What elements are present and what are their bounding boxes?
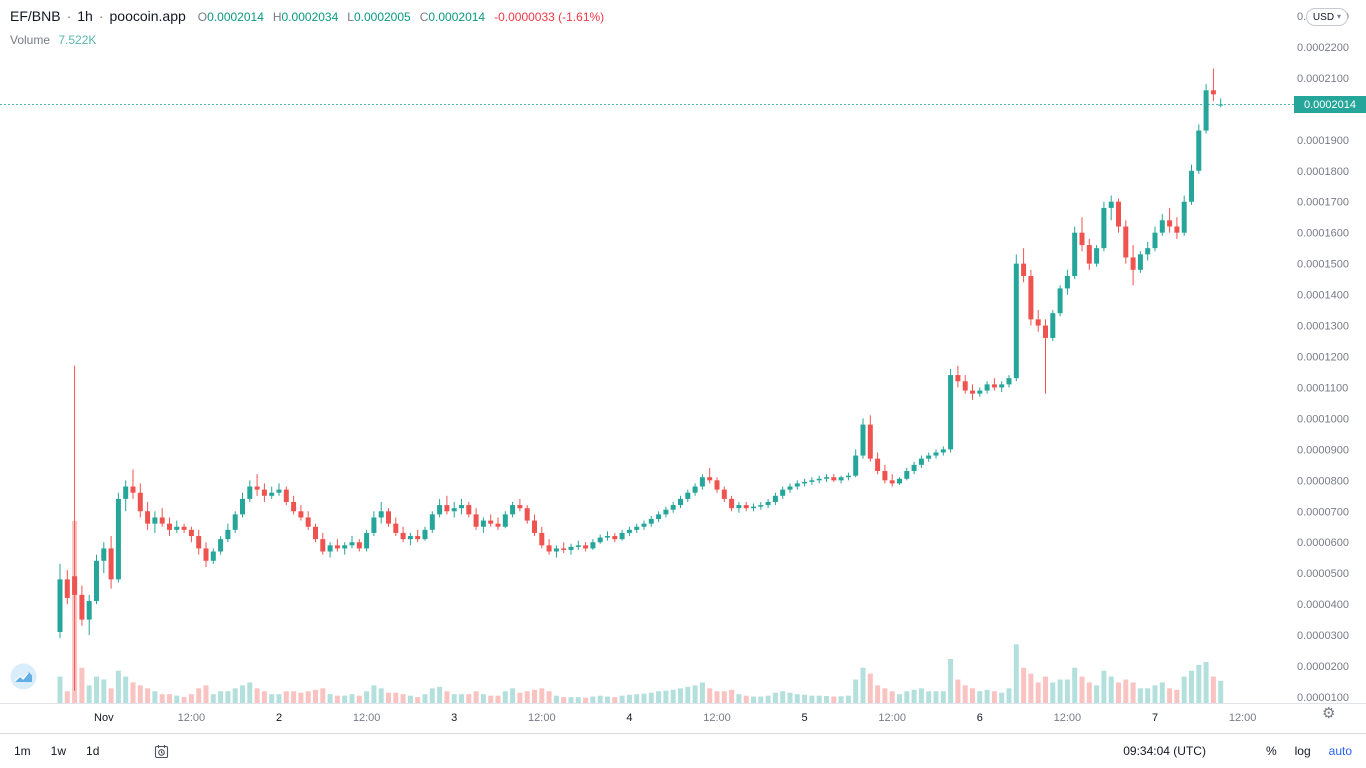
exchange-label: poocoin.app (109, 8, 186, 24)
svg-text:0.0000300: 0.0000300 (1297, 630, 1349, 642)
svg-text:0.0000100: 0.0000100 (1297, 692, 1349, 704)
low-value: L0.0002005 (347, 10, 411, 24)
svg-text:2: 2 (276, 712, 282, 724)
svg-text:0.0001400: 0.0001400 (1297, 290, 1349, 302)
auto-scale-toggle[interactable]: auto (1328, 744, 1352, 758)
close-value: C0.0002014 (419, 10, 486, 24)
price-change: -0.0000033 (-1.61%) (494, 10, 605, 24)
range-buttons: 1m 1w 1d (14, 743, 170, 760)
range-1m-button[interactable]: 1m (14, 744, 31, 758)
svg-text:0.0001300: 0.0001300 (1297, 321, 1349, 333)
svg-text:0.0001200: 0.0001200 (1297, 352, 1349, 364)
symbol-title[interactable]: EF/BNB (10, 8, 61, 24)
svg-text:7: 7 (1152, 712, 1158, 724)
svg-text:0.0001100: 0.0001100 (1297, 382, 1348, 394)
log-scale-toggle[interactable]: log (1294, 744, 1311, 758)
open-value: O0.0002014 (197, 10, 264, 24)
separator-dot: · (66, 8, 72, 24)
svg-text:0.0001900: 0.0001900 (1297, 135, 1349, 147)
symbol-row: EF/BNB · 1h · poocoin.app O0.0002014 H0.… (10, 8, 604, 24)
currency-selector[interactable]: USD ▾ (1306, 8, 1348, 26)
svg-text:3: 3 (451, 712, 457, 724)
high-value: H0.0002034 (272, 10, 339, 24)
volume-label: Volume (10, 33, 51, 47)
svg-text:0.0002100: 0.0002100 (1297, 73, 1349, 85)
svg-text:5: 5 (802, 712, 808, 724)
range-1w-button[interactable]: 1w (50, 744, 67, 758)
svg-text:12:00: 12:00 (1229, 712, 1257, 724)
clock-utc[interactable]: 09:34:04 (UTC) (1123, 744, 1206, 758)
legend: EF/BNB · 1h · poocoin.app O0.0002014 H0.… (10, 8, 604, 47)
separator-dot: · (98, 8, 104, 24)
volume-value: 7.522K (58, 33, 97, 47)
svg-text:0.0002200: 0.0002200 (1297, 42, 1349, 54)
svg-text:0.0000700: 0.0000700 (1297, 506, 1349, 518)
percent-scale-toggle[interactable]: % (1265, 744, 1277, 758)
svg-text:12:00: 12:00 (528, 712, 556, 724)
interval-label[interactable]: 1h (77, 8, 93, 24)
svg-text:12:00: 12:00 (878, 712, 906, 724)
svg-text:0.0000900: 0.0000900 (1297, 444, 1349, 456)
svg-text:0.0000600: 0.0000600 (1297, 537, 1349, 549)
svg-text:0.0001500: 0.0001500 (1297, 259, 1349, 271)
current-price-badge: 0.0002014 (1294, 96, 1366, 113)
svg-text:0.0000200: 0.0000200 (1297, 661, 1349, 673)
svg-text:12:00: 12:00 (353, 712, 381, 724)
svg-text:0.0001600: 0.0001600 (1297, 228, 1349, 240)
svg-text:12:00: 12:00 (1054, 712, 1082, 724)
svg-text:Nov: Nov (94, 712, 114, 724)
svg-text:0.0001700: 0.0001700 (1297, 197, 1349, 209)
chart-plot[interactable]: 0.00023000.00022000.00021000.00019000.00… (0, 0, 1366, 733)
svg-text:4: 4 (626, 712, 632, 724)
svg-text:0.0000400: 0.0000400 (1297, 599, 1349, 611)
svg-text:0.0000500: 0.0000500 (1297, 568, 1349, 580)
poocoin-logo[interactable] (10, 663, 37, 690)
range-1d-button[interactable]: 1d (86, 744, 100, 758)
ohlc-values: O0.0002014 H0.0002034 L0.0002005 C0.0002… (198, 10, 604, 24)
currency-label: USD (1312, 11, 1335, 23)
svg-text:0.0001800: 0.0001800 (1297, 166, 1349, 178)
chevron-down-icon: ▾ (1337, 12, 1342, 21)
svg-text:12:00: 12:00 (703, 712, 731, 724)
bottom-toolbar: 1m 1w 1d 09:34:04 (UTC) % log auto (0, 733, 1366, 768)
gear-icon[interactable]: ⚙ (1322, 705, 1336, 722)
svg-text:0.0001000: 0.0001000 (1297, 413, 1349, 425)
axis-settings: 09:34:04 (UTC) % log auto (1123, 744, 1352, 758)
svg-text:6: 6 (977, 712, 983, 724)
volume-row: Volume 7.522K (10, 33, 604, 47)
svg-text:0.0000800: 0.0000800 (1297, 475, 1349, 487)
svg-text:12:00: 12:00 (178, 712, 206, 724)
go-to-date-icon[interactable] (153, 743, 170, 760)
